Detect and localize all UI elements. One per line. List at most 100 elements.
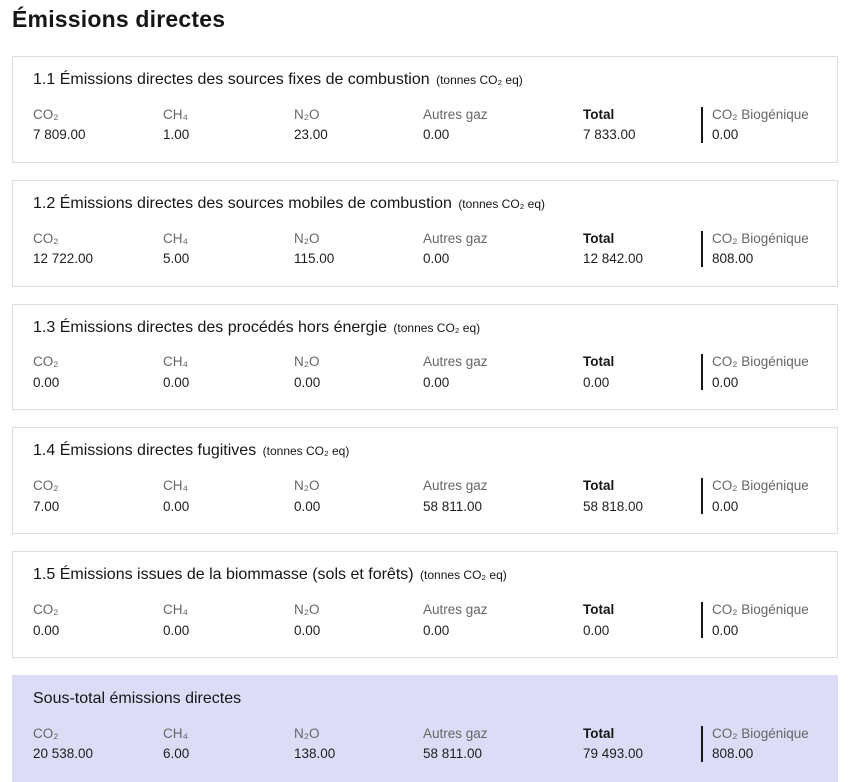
- metric-value: 5.00: [163, 251, 190, 267]
- metric-autres-gaz: Autres gaz 0.00: [423, 354, 583, 390]
- metric-value: 7.00: [33, 498, 60, 514]
- metric-autres-gaz: Autres gaz 58 811.00: [423, 478, 583, 514]
- metric-co2: CO₂ 0.00: [33, 602, 163, 638]
- metric-value: 23.00: [294, 127, 328, 143]
- metric-value: 1.00: [163, 127, 190, 143]
- metric-n2o: N₂O 23.00: [294, 107, 423, 143]
- metric-total: Total 79 493.00: [583, 726, 701, 762]
- metric-value: 0.00: [33, 622, 60, 638]
- metrics-row: CO₂ 20 538.00 CH₄ 6.00 N₂O 138.00 Autres…: [33, 725, 817, 762]
- metric-value: 808.00: [712, 251, 754, 267]
- metric-label: Autres gaz: [423, 354, 488, 370]
- card-title: 1.4 Émissions directes fugitives (tonnes…: [33, 441, 817, 462]
- metric-n2o: N₂O 0.00: [294, 354, 423, 390]
- metric-value: 0.00: [583, 622, 610, 638]
- metrics-row: CO₂ 7.00 CH₄ 0.00 N₂O 0.00 Autres gaz 58…: [33, 478, 817, 515]
- metric-ch4: CH₄ 1.00: [163, 107, 294, 143]
- metric-ch4: CH₄ 0.00: [163, 478, 294, 514]
- metric-value: 7 833.00: [583, 127, 636, 143]
- metric-value: 0.00: [583, 374, 610, 390]
- metric-total: Total 58 818.00: [583, 478, 701, 514]
- card-title-text: Sous-total émissions directes: [33, 690, 242, 708]
- metric-co2-biogenique: CO₂ Biogénique 0.00: [701, 106, 817, 143]
- card-title: 1.5 Émissions issues de la biommasse (so…: [33, 565, 817, 586]
- metric-label: CH₄: [163, 230, 189, 246]
- metric-total: Total 0.00: [583, 354, 701, 390]
- metric-label: CO₂: [33, 725, 59, 741]
- metric-value: 0.00: [423, 127, 450, 143]
- metric-label: CO₂ Biogénique: [712, 478, 809, 494]
- metric-label: CH₄: [163, 602, 189, 618]
- metric-label: Total: [583, 602, 615, 618]
- card-title-text: 1.3 Émissions directes des procédés hors…: [33, 318, 387, 336]
- metric-label: CH₄: [163, 106, 189, 122]
- card-emissions-biomasse: 1.5 Émissions issues de la biommasse (so…: [12, 551, 838, 659]
- card-title: 1.2 Émissions directes des sources mobil…: [33, 194, 817, 215]
- metric-label: CO₂ Biogénique: [712, 230, 809, 246]
- card-title-unit: (tonnes CO₂ eq): [436, 73, 523, 87]
- card-title-unit: (tonnes CO₂ eq): [393, 320, 481, 335]
- metric-label: CO₂: [33, 106, 59, 122]
- metric-label: N₂O: [294, 106, 320, 122]
- metric-value: 0.00: [294, 374, 321, 390]
- metric-value: 12 842.00: [583, 251, 644, 267]
- metric-value: 58 818.00: [583, 498, 644, 514]
- metric-label: Total: [583, 354, 615, 370]
- page-title: Émissions directes: [12, 6, 226, 32]
- metric-value: 20 538.00: [33, 746, 94, 762]
- card-sous-total-emissions-directes: Sous-total émissions directes CO₂ 20 538…: [12, 675, 838, 782]
- metrics-row: CO₂ 0.00 CH₄ 0.00 N₂O 0.00 Autres gaz 0.…: [33, 354, 817, 391]
- metrics-row: CO₂ 7 809.00 CH₄ 1.00 N₂O 23.00 Autres g…: [33, 106, 817, 143]
- card-title-unit: (tonnes CO₂ eq): [458, 196, 546, 211]
- metric-label: CO₂: [33, 230, 59, 246]
- metric-label: CO₂: [33, 354, 59, 370]
- metric-value: 58 811.00: [423, 746, 483, 762]
- card-title-text: 1.5 Émissions issues de la biommasse (so…: [33, 566, 414, 584]
- metric-label: Autres gaz: [423, 602, 488, 618]
- metric-label: Autres gaz: [423, 725, 488, 741]
- card-emissions-sources-fixes: 1.1 Émissions directes des sources fixes…: [12, 56, 838, 163]
- metric-autres-gaz: Autres gaz 0.00: [423, 602, 583, 638]
- metric-label: Total: [583, 230, 615, 246]
- metric-value: 0.00: [423, 622, 450, 638]
- metric-value: 6.00: [163, 746, 190, 762]
- metric-n2o: N₂O 0.00: [294, 478, 423, 514]
- metric-label: N₂O: [294, 230, 320, 246]
- metric-label: Autres gaz: [423, 106, 488, 122]
- metric-co2-biogenique: CO₂ Biogénique 0.00: [701, 478, 817, 515]
- metric-value: 0.00: [712, 622, 739, 638]
- card-emissions-sources-mobiles: 1.2 Émissions directes des sources mobil…: [12, 179, 838, 287]
- card-title: 1.1 Émissions directes des sources fixes…: [33, 70, 817, 91]
- metric-value: 0.00: [294, 622, 321, 638]
- metric-label: Total: [583, 725, 615, 741]
- metric-label: N₂O: [294, 602, 320, 618]
- metric-value: 0.00: [423, 251, 450, 267]
- metric-ch4: CH₄ 0.00: [163, 354, 294, 390]
- metric-label: CH₄: [163, 354, 189, 370]
- card-title: Sous-total émissions directes: [33, 689, 817, 710]
- card-title-unit: (tonnes CO₂ eq): [420, 568, 507, 583]
- metric-value: 0.00: [163, 498, 190, 514]
- metric-value: 0.00: [423, 374, 450, 390]
- metric-co2: CO₂ 7.00: [33, 478, 163, 514]
- metric-value: 0.00: [294, 498, 321, 514]
- metric-ch4: CH₄ 5.00: [163, 231, 294, 267]
- metric-ch4: CH₄ 6.00: [163, 726, 294, 762]
- card-emissions-fugitives: 1.4 Émissions directes fugitives (tonnes…: [12, 427, 838, 535]
- metric-label: Total: [583, 106, 615, 122]
- metric-co2-biogenique: CO₂ Biogénique 808.00: [701, 725, 817, 762]
- metric-value: 79 493.00: [583, 746, 644, 762]
- card-title-text: 1.1 Émissions directes des sources fixes…: [33, 71, 430, 88]
- metric-total: Total 7 833.00: [583, 107, 701, 143]
- metric-value: 58 811.00: [423, 498, 483, 514]
- metric-value: 0.00: [712, 498, 739, 514]
- metric-label: CO₂ Biogénique: [712, 106, 809, 122]
- metric-label: Autres gaz: [423, 478, 488, 494]
- metric-n2o: N₂O 138.00: [294, 726, 423, 762]
- metric-total: Total 0.00: [583, 602, 701, 638]
- metric-label: CO₂ Biogénique: [712, 725, 809, 741]
- metric-co2: CO₂ 12 722.00: [33, 231, 163, 267]
- metric-label: Total: [583, 478, 615, 494]
- metric-label: N₂O: [294, 725, 320, 741]
